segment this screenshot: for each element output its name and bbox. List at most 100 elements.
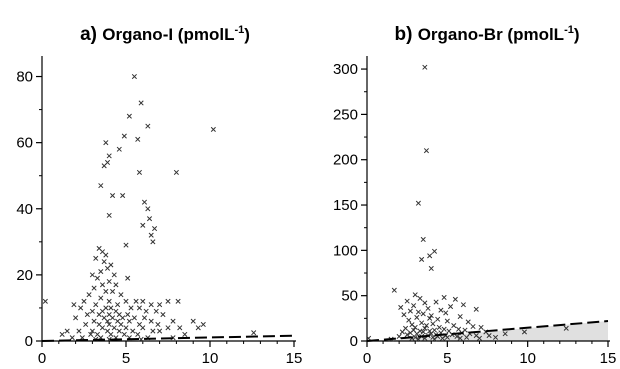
- data-point: [419, 256, 425, 262]
- data-point: [465, 319, 471, 325]
- panel-a: a) Organo-I (pmolL-1) 0 20 40 60 80 0 5 10 15: [16, 24, 302, 367]
- data-point: [414, 314, 420, 320]
- data-point: [131, 73, 137, 80]
- data-point: [130, 328, 136, 334]
- data-point: [200, 321, 206, 328]
- data-point: [210, 126, 216, 132]
- data-point: [118, 292, 124, 298]
- data-point: [136, 169, 142, 175]
- data-point: [135, 136, 141, 142]
- data-point: [125, 311, 131, 318]
- data-point: [422, 64, 428, 70]
- x-tick-label: 10: [202, 350, 219, 367]
- data-point: [447, 304, 454, 310]
- data-point: [427, 315, 433, 321]
- data-point: [125, 275, 131, 281]
- data-point: [404, 298, 410, 304]
- data-point: [563, 325, 569, 331]
- data-point: [140, 325, 146, 331]
- data-point: [177, 325, 183, 331]
- data-point: [110, 192, 116, 199]
- data-point: [391, 287, 397, 293]
- data-point: [157, 328, 163, 334]
- data-point: [492, 334, 499, 340]
- data-point: [116, 146, 122, 152]
- data-point: [428, 313, 434, 319]
- data-point: [103, 288, 109, 294]
- data-point: [146, 216, 153, 222]
- data-point: [420, 311, 426, 317]
- data-point: [444, 334, 450, 340]
- data-point: [123, 325, 129, 331]
- data-point: [103, 140, 109, 146]
- x-tick-label: 10: [519, 350, 536, 367]
- data-point: [106, 336, 112, 342]
- data-point: [94, 275, 100, 281]
- data-point: [452, 296, 458, 302]
- data-point: [84, 311, 90, 318]
- data-point: [190, 318, 196, 324]
- data-point: [111, 325, 117, 331]
- data-point: [414, 331, 420, 337]
- data-point: [165, 298, 171, 304]
- data-point: [441, 294, 447, 301]
- threshold-line: [366, 320, 609, 342]
- data-point: [404, 332, 410, 338]
- data-point: [101, 259, 107, 265]
- chart-title: a) Organo-I (pmolL-1): [80, 24, 250, 45]
- data-point: [64, 328, 70, 334]
- panel-letter: b): [394, 24, 417, 45]
- data-point: [521, 329, 528, 335]
- data-point: [152, 226, 158, 232]
- y-tick-label: 20: [16, 267, 33, 284]
- data-point: [116, 328, 122, 334]
- data-point: [108, 305, 114, 311]
- data-point: [98, 295, 104, 301]
- data-point: [143, 308, 149, 314]
- data-point: [123, 242, 129, 248]
- data-point: [457, 313, 463, 320]
- data-point: [78, 305, 84, 311]
- panel-b: b) Organo-Br (pmolL-1)050100150200250300…: [333, 24, 616, 367]
- data-point: [478, 324, 484, 330]
- x-tick-label: 5: [443, 350, 451, 367]
- data-point: [428, 331, 434, 337]
- title-superscript: -1: [234, 24, 244, 36]
- data-point: [89, 308, 95, 314]
- data-point: [148, 318, 154, 324]
- data-point: [423, 148, 430, 154]
- data-point: [120, 192, 126, 199]
- y-tick-label: 250: [333, 106, 358, 123]
- data-point: [407, 330, 413, 336]
- data-point: [71, 302, 77, 308]
- data-point: [126, 318, 132, 324]
- data-point: [138, 336, 144, 342]
- data-point: [420, 329, 426, 335]
- data-point: [431, 248, 438, 254]
- data-point: [93, 302, 99, 308]
- data-point: [118, 321, 124, 328]
- title-main: Organo-Br (pmolL: [418, 25, 564, 44]
- y-tick-label: 100: [333, 242, 358, 259]
- data-point: [454, 333, 460, 340]
- data-point: [150, 328, 156, 334]
- data-point: [182, 331, 188, 337]
- data-point: [436, 324, 442, 330]
- data-point: [420, 236, 426, 243]
- data-point: [136, 305, 142, 311]
- data-point: [160, 311, 166, 318]
- data-point: [81, 298, 87, 304]
- data-point: [115, 302, 121, 308]
- data-point: [145, 206, 151, 212]
- data-point: [435, 316, 441, 322]
- y-tick-label: 200: [333, 152, 358, 169]
- data-point: [145, 123, 151, 129]
- data-point: [103, 252, 109, 258]
- data-point: [398, 304, 404, 311]
- data-point: [106, 212, 112, 218]
- data-point: [417, 295, 423, 301]
- data-point: [98, 183, 104, 189]
- data-point: [251, 330, 257, 336]
